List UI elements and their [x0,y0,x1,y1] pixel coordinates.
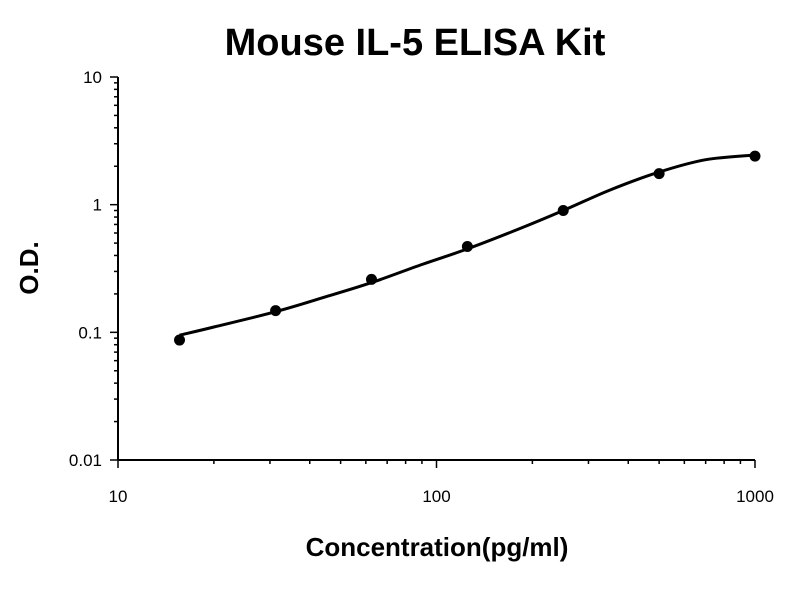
x-axis-label: Concentration(pg/ml) [306,532,569,562]
y-tick-label: 0.01 [69,451,102,470]
chart-title: Mouse IL-5 ELISA Kit [225,22,606,64]
data-point [461,241,473,253]
data-point [557,205,569,217]
x-tick-label: 1000 [736,487,774,506]
data-point [174,334,186,346]
data-point [749,150,761,162]
y-tick-label: 1 [93,196,102,215]
axes [117,77,755,461]
x-tick-label: 10 [109,487,128,506]
y-axis-label: O.D. [14,241,44,294]
data-point [270,305,282,317]
x-tick-label: 100 [422,487,450,506]
data-point [653,168,665,180]
tick-labels: 0.01 0.1 1 10 10 100 1000 [69,68,774,506]
ticks [110,76,756,468]
y-tick-label: 10 [83,68,102,87]
y-tick-label: 0.1 [78,323,102,342]
data-points [174,150,761,346]
data-point [365,273,377,285]
